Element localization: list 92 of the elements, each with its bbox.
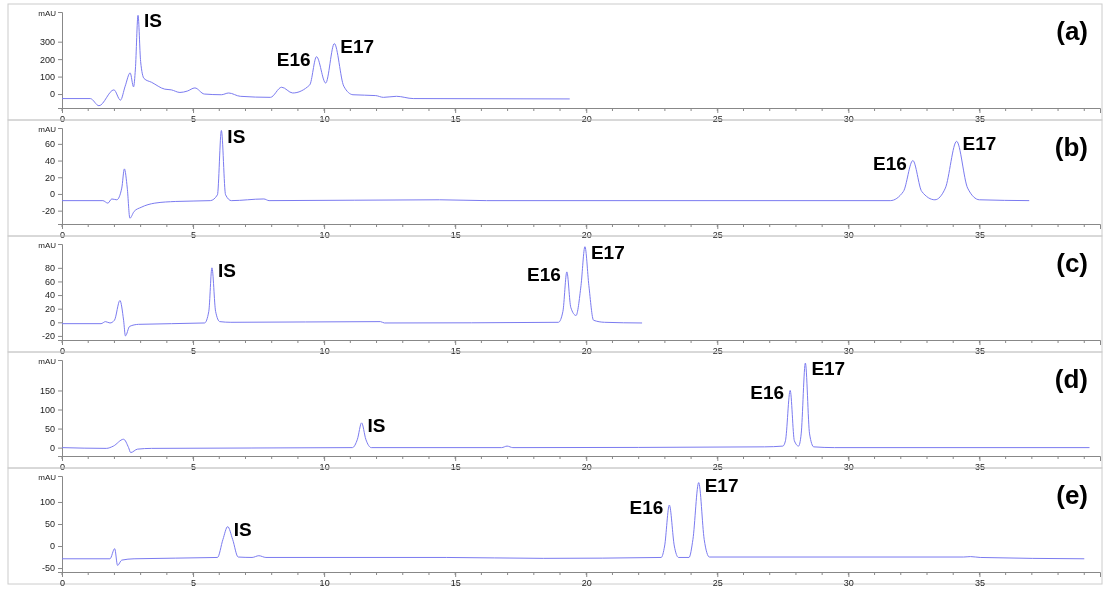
x-tick-label: 15 [450,230,461,241]
y-tick-label: 300 [39,37,55,48]
y-tick-label: 80 [44,263,55,274]
x-tick-label: 20 [581,462,592,473]
x-tick-label: 15 [450,462,461,473]
x-tick-label: 15 [450,578,461,589]
line-series [61,14,571,107]
y-tick-label: -50 [41,563,55,574]
annotation: IS [367,414,386,436]
x-tick-label: 25 [712,114,723,125]
x-tick-label: 25 [712,462,723,473]
x-tick-label: 0 [59,346,66,357]
y-axis-title: mAU [38,9,57,18]
x-tick-label: 35 [974,346,985,357]
y-tick-label: 150 [39,385,55,396]
x-tick-label: 5 [191,230,197,241]
y-tick-label: 20 [44,304,55,315]
line-series [61,130,1030,219]
y-tick-label: 50 [44,519,55,530]
x-tick-label: 10 [319,578,330,589]
annotation: IS [217,259,236,281]
x-tick-label: 20 [581,346,592,357]
y-tick-label: 40 [44,290,55,301]
annotation: E17 [704,474,739,496]
y-axis-title: mAU [38,357,57,366]
x-tick-label: 0 [59,578,66,589]
x-tick-label: 25 [712,346,723,357]
annotation: E16 [276,48,311,70]
x-tick-label: 20 [581,114,592,125]
x-tick-label: 35 [974,462,985,473]
x-tick-label: 30 [843,578,854,589]
annotation: IS [144,10,162,32]
x-tick-label: 15 [450,114,461,125]
y-tick-label: 0 [49,443,55,453]
x-tick-label: 35 [974,578,985,589]
annotation: E16 [527,263,561,285]
x-tick-label: 20 [581,578,592,589]
annotation: E16 [750,382,785,404]
x-tick-label: 10 [319,114,330,125]
x-tick-label: 30 [843,114,854,125]
x-tick-label: 10 [319,346,330,357]
y-tick-label: -20 [41,331,55,342]
x-tick-label: 20 [581,230,592,241]
annotation: E16 [629,497,664,519]
x-tick-label: 30 [843,346,854,357]
x-tick-label: 0 [59,114,66,125]
y-tick-label: 20 [44,172,55,183]
x-tick-label: 0 [59,462,66,473]
line-series [61,362,1091,454]
x-tick-label: 5 [191,346,197,357]
annotation: E17 [811,358,846,380]
x-tick-label: 5 [191,114,197,125]
x-tick-label: 15 [450,346,461,357]
x-tick-label: 5 [191,462,197,473]
x-tick-label: 10 [319,462,330,473]
chart-title: (d) [1054,364,1088,394]
x-tick-label: 0 [59,230,66,241]
y-tick-label: 200 [39,54,55,65]
x-tick-label: 30 [843,462,854,473]
y-tick-label: 50 [44,423,55,434]
annotation: IS [233,518,252,540]
y-axis-title: mAU [38,125,57,134]
annotation: E17 [590,242,625,264]
y-tick-label: 40 [44,155,55,166]
y-tick-label: 0 [49,541,55,552]
chart-title: (a) [1056,16,1088,46]
y-tick-label: 100 [39,404,55,415]
x-tick-label: 5 [191,578,197,589]
x-tick-label: 30 [843,230,854,241]
y-tick-label: 60 [44,276,55,287]
chart-title: (c) [1056,248,1088,278]
y-tick-label: -20 [41,206,55,217]
y-axis-title: mAU [38,473,57,482]
y-tick-label: 60 [44,139,55,150]
annotation: E17 [340,35,375,57]
x-tick-label: 25 [712,578,723,589]
x-tick-label: 25 [712,230,723,241]
y-tick-label: 0 [49,89,55,100]
annotation: IS [227,126,246,148]
annotation: E17 [962,133,997,155]
x-tick-label: 10 [319,230,330,241]
line-series [61,246,643,337]
annotation: E16 [873,152,907,174]
chart-title: (b) [1054,132,1088,162]
y-tick-label: 0 [49,317,55,328]
y-tick-label: 100 [39,497,55,508]
y-tick-label: 100 [39,71,55,82]
x-tick-label: 35 [974,230,985,241]
x-tick-label: 35 [974,114,985,125]
y-tick-label: 0 [49,189,55,200]
y-axis-title: mAU [38,241,57,250]
chart-title: (e) [1056,480,1088,510]
